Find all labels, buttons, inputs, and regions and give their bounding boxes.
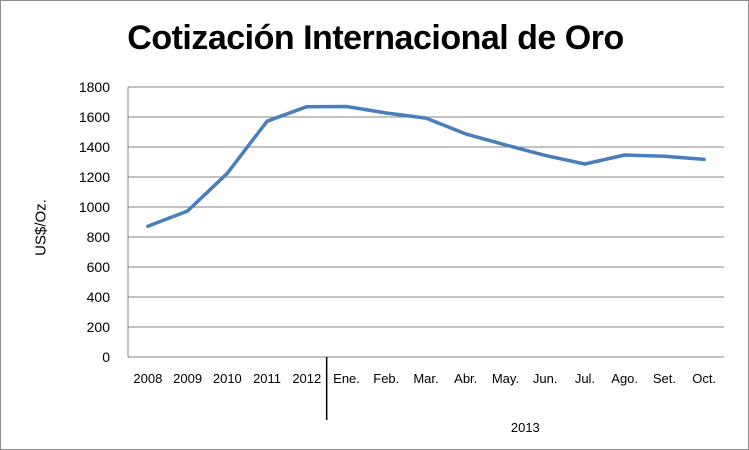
- y-tick-label: 1400: [79, 139, 110, 155]
- y-tick-label: 400: [87, 289, 111, 305]
- x-tick-label: 2010: [213, 371, 242, 386]
- data-point: [662, 154, 666, 158]
- y-tick-label: 1000: [79, 199, 110, 215]
- x-group-label: 2013: [511, 420, 540, 435]
- y-tick-label: 200: [87, 319, 111, 335]
- data-point: [702, 157, 706, 161]
- data-point: [583, 162, 587, 166]
- x-tick-label: Abr.: [454, 371, 477, 386]
- chart-title: Cotización Internacional de Oro: [127, 19, 624, 57]
- x-tick-label: Jun.: [533, 371, 558, 386]
- y-tick-label: 0: [102, 349, 110, 365]
- y-tick-label: 800: [87, 229, 111, 245]
- x-tick-label: Ene.: [333, 371, 360, 386]
- data-point: [503, 143, 507, 147]
- data-point: [225, 171, 229, 175]
- data-point: [345, 105, 349, 108]
- y-tick-label: 600: [87, 259, 111, 275]
- x-tick-label: Set.: [653, 371, 676, 386]
- data-point: [186, 209, 190, 213]
- y-tick-label: 1200: [79, 169, 110, 185]
- x-tick-label: 2011: [253, 371, 281, 386]
- x-tick-label: May.: [492, 371, 519, 386]
- x-tick-label: Feb.: [373, 371, 399, 386]
- data-point: [265, 119, 269, 123]
- x-tick-label: Jul.: [575, 371, 595, 386]
- x-tick-label: Oct.: [692, 371, 716, 386]
- data-point: [543, 153, 547, 157]
- x-tick-label: 2008: [133, 371, 162, 386]
- data-point: [305, 105, 309, 109]
- data-point: [464, 132, 468, 136]
- series-line: [146, 104, 706, 228]
- y-tick-label: 1600: [79, 109, 110, 125]
- data-point: [623, 153, 627, 157]
- y-tick-label: 1800: [79, 79, 110, 95]
- data-point: [424, 116, 428, 120]
- data-point: [146, 224, 150, 228]
- x-tick-label: 2012: [292, 371, 321, 386]
- x-tick-label: Ago.: [611, 371, 638, 386]
- data-point: [384, 111, 388, 115]
- x-tick-label: 2009: [173, 371, 202, 386]
- x-tick-label: Mar.: [413, 371, 438, 386]
